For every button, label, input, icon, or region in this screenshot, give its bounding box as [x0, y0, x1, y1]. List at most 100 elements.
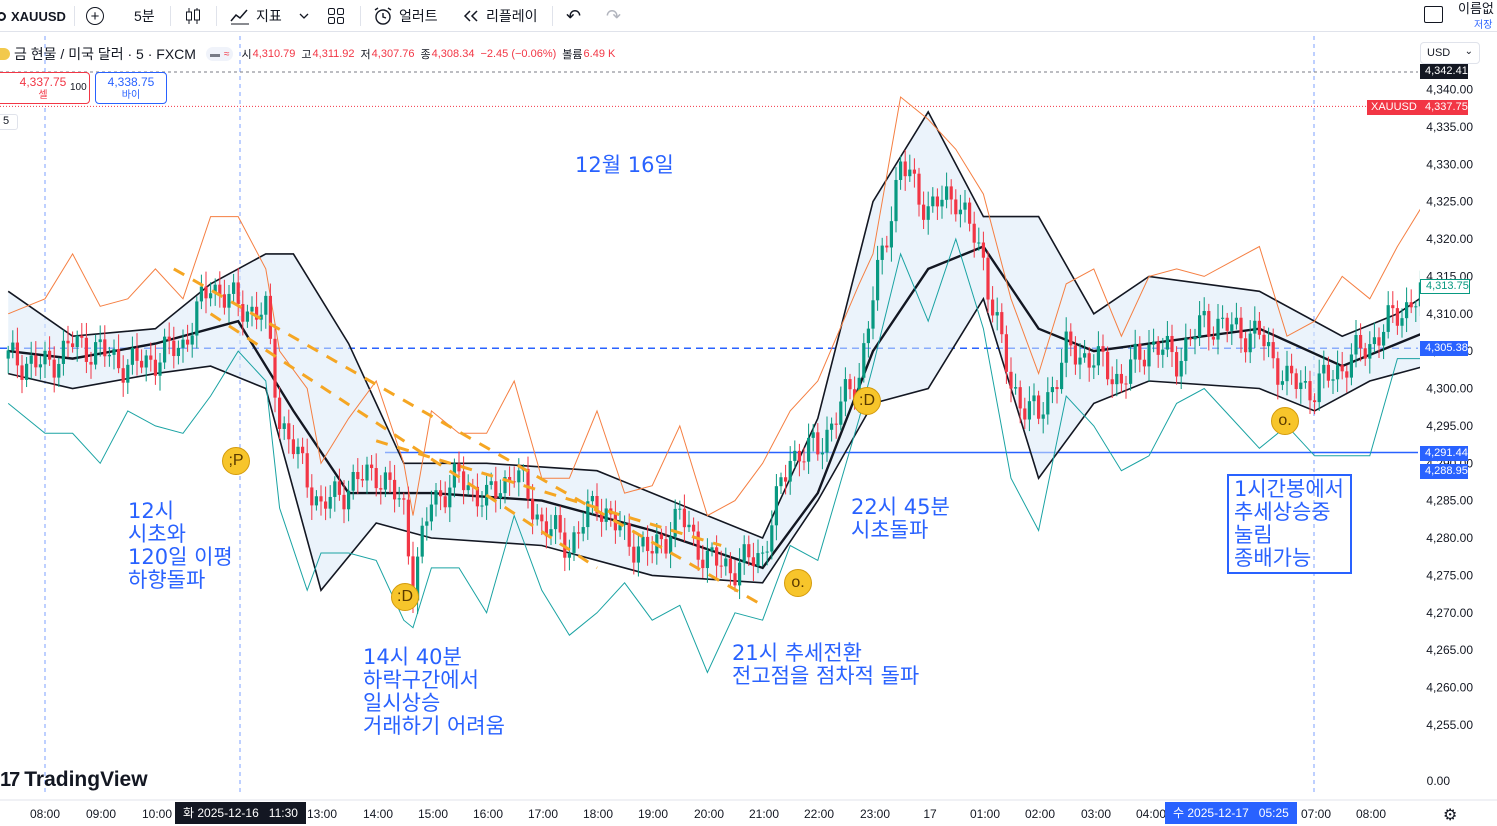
brand-label: TradingView: [24, 768, 148, 791]
candle-body: [1156, 341, 1160, 355]
candle-body: [830, 423, 834, 430]
candle-body: [218, 284, 222, 295]
candle-body: [1041, 414, 1045, 419]
candle-body: [1060, 362, 1064, 390]
indicators-dropdown[interactable]: [299, 0, 309, 32]
alert-button[interactable]: 얼러트: [373, 0, 438, 32]
gear-icon[interactable]: ⚙: [1443, 807, 1458, 824]
candle-body: [1331, 379, 1335, 381]
currency-select[interactable]: USD ⌄: [1420, 42, 1480, 64]
volume-value: 6.49 K: [583, 48, 616, 60]
candle-body: [337, 481, 341, 495]
sell-button[interactable]: 4,337.75 셀: [0, 72, 90, 104]
candle-body: [590, 496, 594, 502]
price-chart[interactable]: 4,340.00 4,335.00 4,330.00 4,325.00 4,320.00…: [0, 36, 1497, 826]
candle-body: [1037, 395, 1041, 419]
indicators-button[interactable]: 지표: [230, 0, 282, 32]
tradingview-logo: 17 TradingView: [0, 768, 148, 792]
wink-face-icon[interactable]: ;P: [222, 447, 250, 475]
candle-body: [1391, 305, 1395, 309]
candle-body: [305, 453, 309, 488]
candle-body: [480, 505, 484, 507]
buy-button[interactable]: 4,338.75 바이: [95, 72, 167, 104]
candle-body: [1368, 344, 1372, 359]
candle-body: [360, 479, 364, 481]
candle-body: [494, 481, 498, 499]
layout-name[interactable]: 이름없: [1458, 1, 1494, 16]
legend-pill[interactable]: ▬ ≈: [205, 47, 234, 61]
undo-button[interactable]: ↶: [566, 0, 581, 32]
monocle-face-icon[interactable]: o.: [784, 569, 812, 597]
collapse-toggle[interactable]: 5: [0, 114, 18, 130]
candle-body: [1055, 387, 1059, 390]
time-tick-label: 15:00: [418, 807, 448, 821]
candle-body: [287, 423, 291, 440]
symbol-search-button[interactable]: XAUUSD: [0, 0, 66, 32]
save-button[interactable]: 저장: [1474, 20, 1493, 31]
chevron-down-icon: ⌄: [1464, 46, 1473, 57]
candle-body: [420, 525, 424, 557]
candle-body: [167, 336, 171, 341]
candle-body: [1340, 365, 1344, 372]
grin-face-icon[interactable]: :D: [391, 583, 419, 611]
candle-body: [926, 206, 930, 220]
note-1440[interactable]: 14시 40분 하락구간에서 일시상승 거래하기 어려움: [363, 645, 505, 738]
candle-body: [1124, 383, 1128, 385]
layout-button[interactable]: [327, 0, 345, 32]
candle-body: [333, 481, 337, 497]
candle-body: [319, 496, 323, 502]
candle-body: [374, 468, 378, 489]
note-21h[interactable]: 21시 추세전환 전고점을 점차적 돌파: [732, 641, 920, 688]
candle-body: [1064, 331, 1068, 363]
candle-body: [195, 301, 199, 336]
candle-body: [862, 343, 866, 378]
time-tick-label: 19:00: [638, 807, 668, 821]
price-tick-label: 4,295.00: [1426, 419, 1473, 433]
price-tick-label: 4,335.00: [1426, 120, 1473, 134]
replay-button[interactable]: 리플레이: [462, 0, 538, 32]
trend-line: [209, 312, 598, 570]
monocle-face-icon[interactable]: o.: [1271, 407, 1299, 435]
date-annotation[interactable]: 12월 16일: [575, 153, 674, 177]
candle-body: [314, 496, 318, 506]
candle-body: [278, 397, 282, 429]
candle-body: [365, 464, 369, 481]
candle-body: [811, 432, 815, 438]
candle-body: [650, 551, 654, 554]
note-2245[interactable]: 22시 45분 시초돌파: [851, 495, 950, 542]
candle-body: [981, 242, 985, 258]
candle-body: [641, 536, 645, 547]
candle-body: [1317, 373, 1321, 403]
candle-body: [1115, 373, 1119, 385]
candle-body: [43, 350, 47, 365]
note-1h-box[interactable]: 1시간봉에서 추세상승중 눌림 종배가능: [1227, 474, 1352, 574]
quantity-field[interactable]: 100: [70, 82, 87, 93]
sell-label: 셀: [38, 90, 48, 101]
candle-body: [1133, 343, 1137, 360]
candle-body: [843, 379, 847, 402]
candle-body: [1359, 334, 1363, 349]
candle-body: [627, 523, 631, 547]
interval-button[interactable]: 5분: [134, 8, 155, 24]
candle-body: [816, 432, 820, 455]
candle-body: [1322, 364, 1326, 374]
candle-body: [991, 299, 995, 316]
candle-body: [66, 340, 70, 344]
compare-button[interactable]: +: [86, 0, 104, 32]
candle-body: [232, 282, 236, 294]
price-badge-top: 4,342.41: [1420, 64, 1468, 79]
note-12h[interactable]: 12시 시초와 120일 이평 하향돌파: [128, 499, 233, 592]
candle-body: [1083, 353, 1087, 358]
candle-body: [112, 349, 116, 355]
candle-body: [526, 468, 530, 500]
grin-face-icon[interactable]: :D: [853, 387, 881, 415]
price-badge-current: 4,313.75: [1420, 279, 1470, 294]
redo-button[interactable]: ↷: [606, 0, 621, 32]
candle-body: [1216, 318, 1220, 340]
redo-icon: ↷: [606, 5, 622, 26]
candle-body: [1395, 308, 1399, 326]
candle-body: [29, 355, 33, 364]
chart-type-button[interactable]: [184, 0, 202, 32]
fullscreen-toggle[interactable]: [1424, 6, 1443, 23]
price-badge-hline1: 4,305.38: [1420, 341, 1468, 356]
